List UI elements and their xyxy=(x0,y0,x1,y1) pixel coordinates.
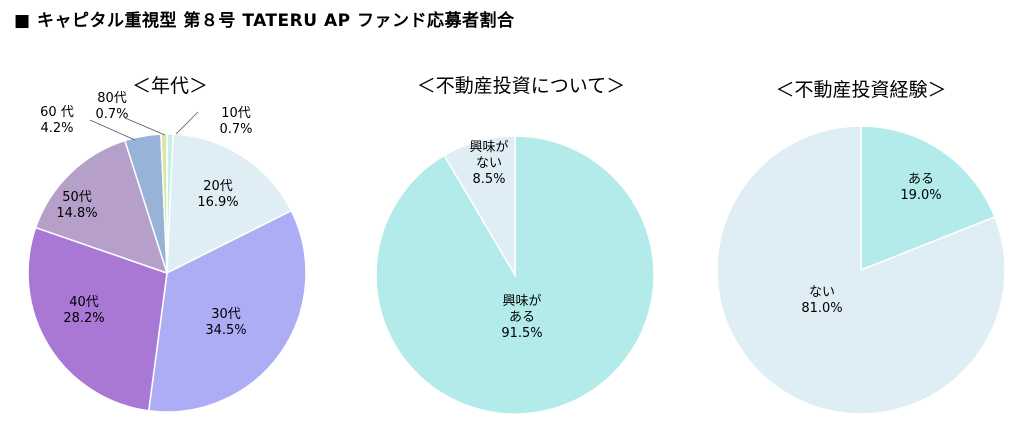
pie-chart-3: ＜不動産投資経験＞ ある 19.0% ない 81.0% xyxy=(716,79,1006,415)
slice-label-20代: 20代 16.9% xyxy=(197,179,238,210)
slice-label-60代: 60 代 4.2% xyxy=(40,105,74,136)
pie-chart-2: ＜不動産投資について＞ 興味がある 91.5% 興味がない 8.5% xyxy=(375,75,655,415)
page-title: ■ キャピタル重視型 第８号 TATERU AP ファンド応募者割合 xyxy=(14,11,515,31)
slice-label-ある: ある 19.0% xyxy=(900,172,941,203)
chart-title: ＜不動産投資経験＞ xyxy=(775,79,946,101)
pie-slice-30代 xyxy=(147,209,307,413)
chart-title: ＜不動産投資について＞ xyxy=(417,75,625,97)
slice-label-40代: 40代 28.2% xyxy=(63,295,104,326)
leader-line-80代 xyxy=(124,117,166,136)
leader-line-60代 xyxy=(89,119,136,141)
pie-slice-80代 xyxy=(160,133,168,274)
slice-label-80代: 80代 0.7% xyxy=(95,91,128,122)
chart-title: ＜年代＞ xyxy=(132,75,208,97)
pie-slice-興味がない xyxy=(443,135,516,278)
pie-slice-40代 xyxy=(27,226,168,412)
slice-label-10代: 10代 0.7% xyxy=(219,106,252,137)
slice-label-興味がある: 興味がある 91.5% xyxy=(501,294,542,341)
slice-label-50代: 50代 14.8% xyxy=(56,190,97,221)
slice-label-ない: ない 81.0% xyxy=(801,285,842,316)
pie-chart-1: ＜年代＞ 10代 0.7% 20代 16.9% 30代 34.5% 40代 28.2% 50代 14… xyxy=(27,75,307,413)
slice-label-30代: 30代 34.5% xyxy=(205,307,246,338)
slice-label-興味がない: 興味がない 8.5% xyxy=(469,140,508,187)
pie-slice-ある xyxy=(860,125,996,272)
pie-slice-ない xyxy=(716,125,1006,415)
pie-slice-50代 xyxy=(34,139,169,275)
pie-slice-20代 xyxy=(166,133,293,275)
leader-line-10代 xyxy=(175,111,199,135)
